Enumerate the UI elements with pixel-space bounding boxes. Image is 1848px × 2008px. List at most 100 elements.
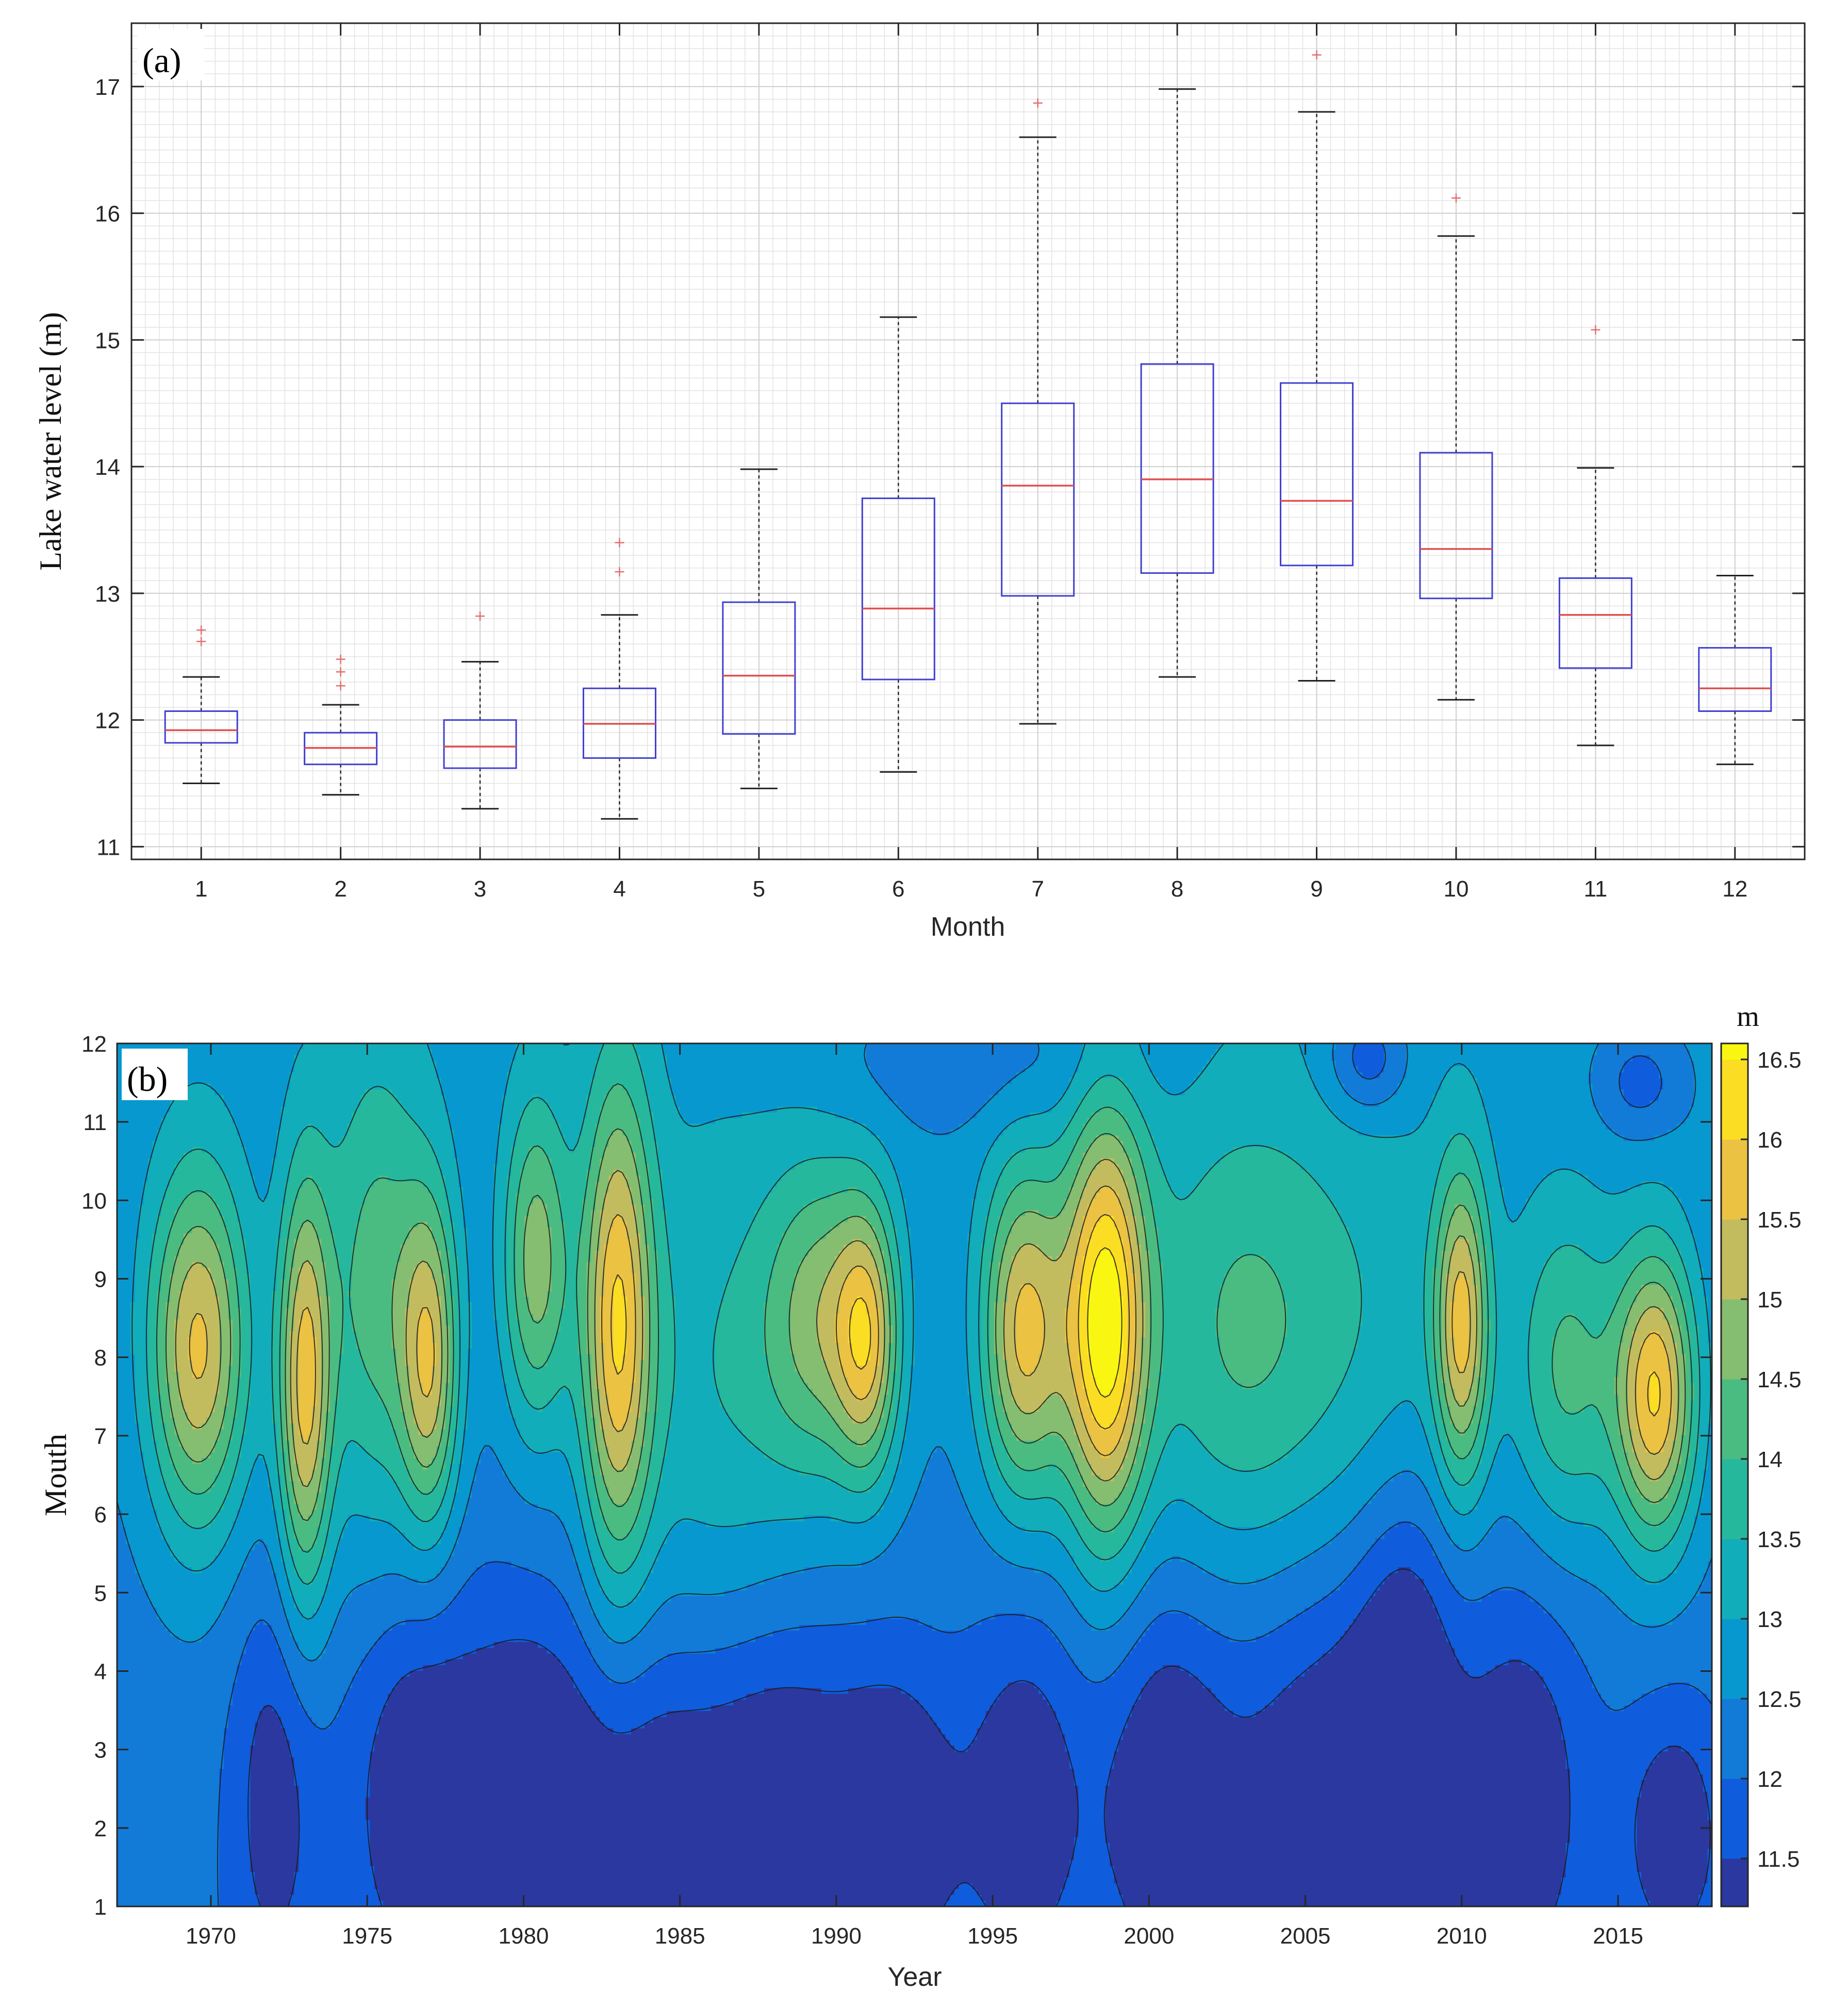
box-iqr (1001, 402, 1075, 597)
panel-b-ytick-label: 2 (94, 1816, 107, 1841)
panel-b-ytick-label: 9 (94, 1267, 107, 1292)
box-month-3 (443, 611, 517, 810)
panel-b-frame (116, 1042, 1713, 1907)
panel-a-xtick-label: 3 (474, 876, 486, 902)
outlier-point (1033, 98, 1043, 108)
colorbar-segment (1721, 1059, 1748, 1140)
panel-a-xtick-label: 5 (753, 876, 765, 902)
colorbar-segment (1721, 1219, 1748, 1300)
panel-a-ytick-label: 15 (95, 328, 120, 353)
panel-b-xtick-label: 2005 (1280, 1923, 1331, 1949)
panel-b-ytick-label: 8 (94, 1346, 107, 1371)
colorbar-tick-label: 11.5 (1757, 1847, 1800, 1872)
panel-b-xtick-label: 2000 (1124, 1923, 1174, 1949)
box-month-4 (582, 538, 656, 820)
contour-band-7 (166, 1130, 1686, 1521)
outlier-point (336, 667, 345, 677)
colorbar-segment (1721, 1299, 1748, 1380)
panel-a-xlabel: Month (931, 912, 1005, 942)
panel-b-contour-lines (117, 1043, 1712, 1906)
panel-a-xtick-label: 10 (1443, 876, 1468, 902)
outlier-point (336, 681, 345, 691)
colorbar-tick-label: 13 (1757, 1607, 1783, 1632)
panel-a-xtick-label: 4 (613, 876, 625, 902)
panel-a-ytick-label: 16 (95, 202, 120, 227)
panel-a-xtick-label: 8 (1171, 876, 1183, 902)
panel-b-ytick-label: 3 (94, 1738, 107, 1763)
panel-b-xtick-label: 1975 (342, 1923, 392, 1949)
colorbar-segment (1721, 1043, 1748, 1060)
panel-a-xtick-label: 12 (1722, 876, 1747, 902)
box-iqr (443, 719, 517, 769)
panel-a-xtick-label: 11 (1584, 876, 1608, 902)
panel-b-xtick-label: 1970 (186, 1923, 236, 1949)
contour-line-14 (156, 1083, 1693, 1553)
outlier-point (336, 654, 345, 664)
panel-b-ytick-label: 5 (94, 1581, 107, 1606)
box-month-5 (722, 468, 796, 789)
colorbar-tick-label: 14 (1757, 1447, 1783, 1472)
panel-b-xtick-label: 1990 (811, 1923, 862, 1949)
panel-b-ytick-label: 6 (94, 1502, 107, 1528)
box-month-10 (1419, 193, 1493, 701)
panel-a-boxes (164, 50, 1772, 820)
colorbar-tick-label: 16.5 (1757, 1048, 1802, 1073)
box-iqr (1280, 382, 1354, 567)
box-iqr (1558, 577, 1632, 669)
outlier-point (1591, 325, 1600, 335)
contour-line-11.5 (248, 1568, 1711, 1906)
panel-b-ytick-label: 7 (94, 1424, 107, 1449)
contour-line-13 (131, 1043, 1711, 1620)
outlier-point (196, 625, 206, 635)
panel-b-xtick-label: 2015 (1593, 1923, 1643, 1949)
panel-a-ytick-label: 17 (95, 75, 120, 100)
box-month-12 (1698, 575, 1772, 766)
panel-b-ytick-label: 10 (81, 1188, 107, 1214)
colorbar-tick-label: 15.5 (1757, 1207, 1802, 1233)
colorbar-tick-label: 15 (1757, 1287, 1783, 1313)
colorbar-tick-label: 13.5 (1757, 1527, 1802, 1552)
box-month-1 (164, 625, 238, 785)
outlier-point (1451, 193, 1461, 203)
panel-a-ytick-label: 12 (95, 708, 120, 734)
colorbar-tick-label: 12 (1757, 1767, 1783, 1792)
panel-a-ylabel: Lake water level (m) (34, 312, 68, 570)
colorbar-segment (1721, 1858, 1748, 1907)
contour-line-15 (175, 1158, 1679, 1487)
panel-a-xtick-label: 7 (1031, 876, 1044, 902)
box-month-2 (304, 654, 378, 796)
colorbar: 11.5 12 12.5 13 13.5 14 14.5 15 15.5 16 16.5 (1720, 1042, 1802, 1907)
panel-b-ytick-label: 4 (94, 1659, 107, 1684)
colorbar-segment (1721, 1139, 1748, 1220)
panel-b-xtick-label: 1980 (498, 1923, 549, 1949)
panel-b-xtick-label: 1995 (967, 1923, 1018, 1949)
panel-a-xtick-label: 9 (1310, 876, 1323, 902)
outlier-point (196, 637, 206, 646)
box-iqr (164, 710, 238, 744)
panel-b-ytick-label: 12 (81, 1032, 107, 1057)
panel-b-label: (b) (127, 1059, 168, 1099)
box-iqr (1140, 363, 1214, 574)
colorbar-segment (1721, 1779, 1748, 1859)
colorbar-tick-label: 14.5 (1757, 1367, 1802, 1392)
panel-a-ytick-label: 11 (96, 835, 120, 860)
panel-a-xtick-label: 6 (892, 876, 904, 902)
box-iqr (1419, 452, 1493, 600)
colorbar-tick-label: 12.5 (1757, 1687, 1802, 1712)
panel-b-xtick-label: 1985 (655, 1923, 705, 1949)
panel-b-ytick-label: 1 (94, 1895, 107, 1920)
contour-band-11 (1087, 1250, 1123, 1395)
box-month-6 (861, 316, 935, 773)
colorbar-frame (1720, 1042, 1749, 1907)
contour-line-15.5 (189, 1185, 1672, 1456)
colorbar-segment (1721, 1699, 1748, 1779)
colorbar-unit: m (1737, 1001, 1759, 1033)
panel-b-ytick-label: 11 (83, 1110, 107, 1135)
outlier-point (615, 567, 624, 577)
colorbar-segment (1721, 1459, 1748, 1539)
box-iqr (861, 497, 935, 681)
